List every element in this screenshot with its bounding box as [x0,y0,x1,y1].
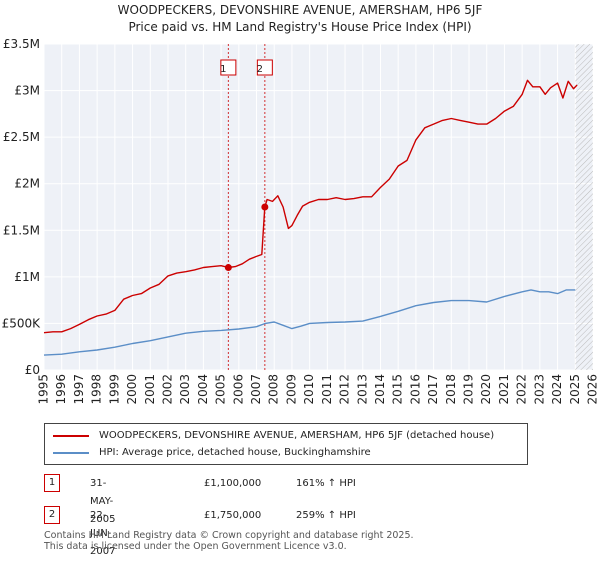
x-tick-label: 2004 [196,374,210,405]
y-tick-label: £2M [14,177,40,191]
x-tick-label: 2019 [462,374,476,405]
legend-label-hpi: HPI: Average price, detached house, Buck… [99,447,371,458]
series-line-property [43,79,578,334]
footer-copyright: Contains HM Land Registry data © Crown c… [44,530,414,541]
legend-label-property: WOODPECKERS, DEVONSHIRE AVENUE, AMERSHAM… [99,430,495,441]
footer: Contains HM Land Registry data © Crown c… [44,530,414,552]
x-tick-label: 2003 [178,374,192,405]
x-tick-label: 2017 [426,374,440,405]
x-tick-label: 2011 [320,374,334,405]
x-tick-label: 1995 [37,374,51,405]
x-tick-label: 2024 [550,374,564,405]
x-tick-label: 1996 [54,374,68,405]
x-tick-label: 2001 [143,374,157,405]
x-tick-label: 2012 [338,374,352,405]
sale-label-box [256,59,273,76]
y-tick-label: £3.5M [3,37,40,51]
x-tick-label: 2013 [355,374,369,405]
x-tick-label: 2002 [160,374,174,405]
x-tick-label: 2026 [586,374,600,405]
y-tick-label: £3M [14,84,40,98]
x-tick-label: 2018 [444,374,458,405]
chart-title: WOODPECKERS, DEVONSHIRE AVENUE, AMERSHAM… [117,3,483,17]
x-tick-label: 2008 [267,374,281,405]
x-tick-label: 2010 [302,374,316,405]
sale-point [224,264,232,272]
y-tick-label: £1.5M [3,223,40,237]
sale-date: 31-MAY-2005 [90,478,116,525]
series-line-hpi [43,289,576,356]
sale-hpi-change: 161% ↑ HPI [296,478,356,489]
plot-area [44,44,593,370]
x-tick-label: 2025 [568,374,582,405]
x-tick-label: 2016 [408,374,422,405]
legend: WOODPECKERS, DEVONSHIRE AVENUE, AMERSHAM… [44,423,528,465]
x-tick-label: 2000 [125,374,139,405]
chart-subtitle: Price paid vs. HM Land Registry's House … [128,20,472,34]
x-tick-label: 1999 [107,374,121,405]
x-tick-label: 2020 [479,374,493,405]
sale-price: £1,750,000 [204,510,262,521]
x-tick-label: 2007 [249,374,263,405]
sale-marker-badge: 1 [44,474,60,492]
sale-date: 22-JUN-2007 [90,510,116,557]
x-tick-label: 1998 [90,374,104,405]
sale-label: 2 [257,64,263,75]
x-tick-label: 2009 [284,374,298,405]
legend-swatch-hpi [53,452,89,454]
x-tick-label: 2015 [391,374,405,405]
x-tick-label: 2022 [515,374,529,405]
y-tick-label: £2.5M [3,130,40,144]
y-tick-label: £0 [25,363,40,377]
y-tick-label: £500K [2,316,42,330]
forecast-hatch [575,44,593,370]
legend-swatch-property [53,435,89,437]
sale-point [261,203,269,211]
sale-label: 1 [220,64,226,75]
x-tick-label: 2021 [497,374,511,405]
x-tick-label: 2023 [532,374,546,405]
y-tick-label: £1M [14,270,40,284]
sale-hpi-change: 259% ↑ HPI [296,510,356,521]
x-tick-label: 1997 [72,374,86,405]
sale-price: £1,100,000 [204,478,262,489]
x-tick-label: 2005 [214,374,228,405]
sale-label-box [220,59,237,76]
x-tick-label: 2006 [231,374,245,405]
sale-marker-badge: 2 [44,506,60,524]
footer-licence: This data is licensed under the Open Gov… [44,541,347,552]
x-tick-label: 2014 [373,374,387,405]
